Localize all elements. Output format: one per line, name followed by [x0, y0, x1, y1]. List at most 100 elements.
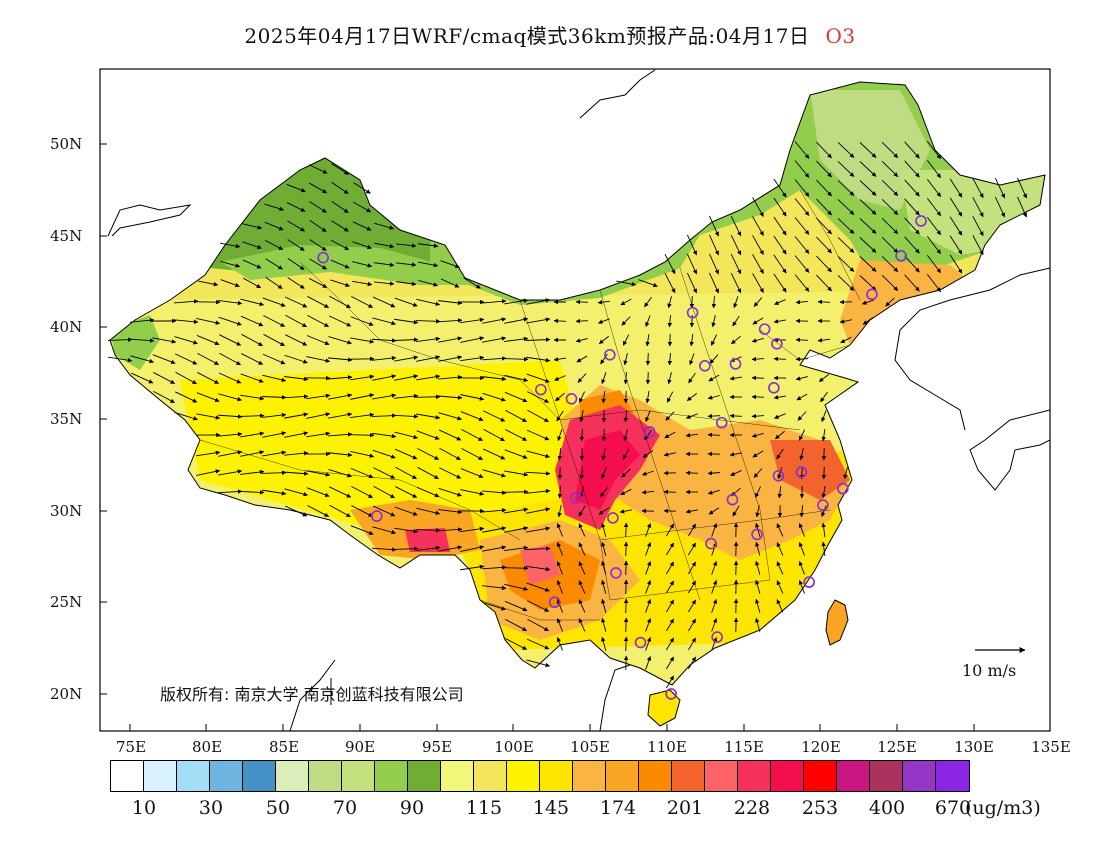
wind-arrow — [688, 561, 696, 575]
wind-arrow — [262, 489, 287, 496]
wind-arrow — [261, 470, 287, 475]
wind-arrow — [309, 219, 327, 233]
wind-arrow — [526, 373, 550, 383]
wind-arrow — [328, 486, 352, 498]
wind-arrow — [816, 160, 832, 178]
wind-arrow — [505, 618, 527, 632]
wind-arrow — [665, 599, 675, 613]
wind-arrow — [994, 177, 1006, 199]
wind-arrow — [526, 298, 551, 305]
wind-arrow — [557, 485, 563, 499]
wind-arrow — [926, 254, 942, 274]
colorbar-swatch — [540, 761, 573, 791]
wind-arrow — [394, 393, 419, 399]
colorbar-swatch — [738, 761, 771, 791]
wind-arrow — [711, 522, 718, 537]
wind-arrow — [859, 237, 877, 253]
wind-arrow — [578, 561, 586, 575]
wind-arrow — [688, 656, 696, 670]
wind-arrow — [350, 316, 374, 326]
wind-arrow — [753, 297, 763, 307]
wind-arrow — [645, 352, 651, 366]
wind-arrow — [777, 485, 782, 499]
wind-arrow — [174, 412, 198, 421]
colorbar-tick-90: 90 — [399, 797, 425, 819]
wind-arrow — [707, 432, 721, 438]
wind-arrow — [330, 279, 350, 287]
wind-arrow — [732, 315, 740, 327]
colorbar-swatch — [144, 761, 177, 791]
wind-arrow — [708, 374, 720, 382]
wind-arrow — [393, 546, 419, 551]
wind-arrow — [393, 337, 419, 342]
wind-arrow — [667, 352, 673, 366]
wind-arrow — [709, 253, 719, 275]
wind-arrow — [709, 354, 719, 364]
wind-arrow — [579, 410, 584, 423]
wind-arrow — [438, 429, 462, 441]
wind-arrow — [439, 467, 462, 479]
wind-arrow — [438, 375, 463, 380]
map-frame — [99, 68, 1051, 732]
wind-arrow — [217, 489, 243, 494]
wind-arrow — [773, 319, 786, 324]
wind-arrow — [642, 450, 654, 458]
wind-arrow — [623, 560, 629, 576]
wind-arrow — [795, 299, 809, 305]
wind-arrow — [285, 314, 307, 328]
colorbar-tick-400: 400 — [868, 797, 906, 819]
wind-arrow — [130, 317, 155, 323]
wind-arrow — [798, 561, 805, 575]
wind-arrow — [859, 180, 877, 196]
wind-arrow — [821, 428, 826, 442]
wind-arrow — [751, 394, 765, 400]
wind-arrow — [623, 655, 629, 671]
wind-arrow — [264, 221, 284, 231]
wind-arrow — [575, 318, 589, 324]
wind-arrow — [795, 356, 809, 362]
wind-arrow — [393, 414, 419, 419]
copyright-text: 版权所有: 南京大学 南京创蓝科技有限公司 — [160, 685, 464, 704]
wind-arrow — [665, 675, 675, 689]
wind-arrow — [394, 527, 419, 534]
wind-arrow — [638, 279, 658, 288]
lat-label-35n: 35N — [50, 410, 83, 428]
station-marker — [758, 323, 771, 335]
station-marker — [771, 337, 783, 350]
wind-arrow — [685, 413, 698, 419]
wind-arrow — [773, 235, 787, 255]
wind-arrow — [482, 601, 506, 611]
wind-arrow — [776, 580, 784, 594]
wind-arrow — [328, 452, 353, 458]
wind-arrow — [881, 236, 899, 254]
wind-arrow — [598, 507, 610, 515]
wind-arrow — [619, 509, 632, 514]
wind-arrow — [307, 296, 330, 308]
wind-arrow — [527, 600, 550, 612]
wind-arrow — [394, 374, 419, 381]
wind-arrow — [308, 164, 328, 174]
wind-arrow — [482, 585, 507, 591]
wind-arrow — [460, 564, 485, 571]
station-marker — [803, 576, 815, 588]
wind-arrow — [129, 338, 155, 343]
wind-arrow — [418, 243, 439, 248]
wind-arrow — [416, 298, 441, 306]
wind-arrow — [505, 429, 528, 441]
wind-arrow — [645, 655, 652, 670]
wind-arrow — [755, 541, 761, 556]
wind-arrow — [328, 432, 353, 437]
wind-arrow — [482, 448, 506, 460]
wind-arrow — [665, 561, 675, 575]
wind-arrow — [926, 178, 942, 198]
wind-arrow — [665, 656, 675, 670]
wind-arrow — [881, 274, 899, 292]
wind-arrow — [994, 196, 1006, 218]
colorbar-swatch — [474, 761, 507, 791]
wind-arrow — [328, 357, 353, 362]
colorbar-swatch — [903, 761, 936, 791]
wind-arrow — [482, 490, 507, 495]
wind-arrow — [525, 471, 551, 476]
wind-arrow — [284, 296, 308, 308]
wind-arrow — [623, 429, 629, 442]
